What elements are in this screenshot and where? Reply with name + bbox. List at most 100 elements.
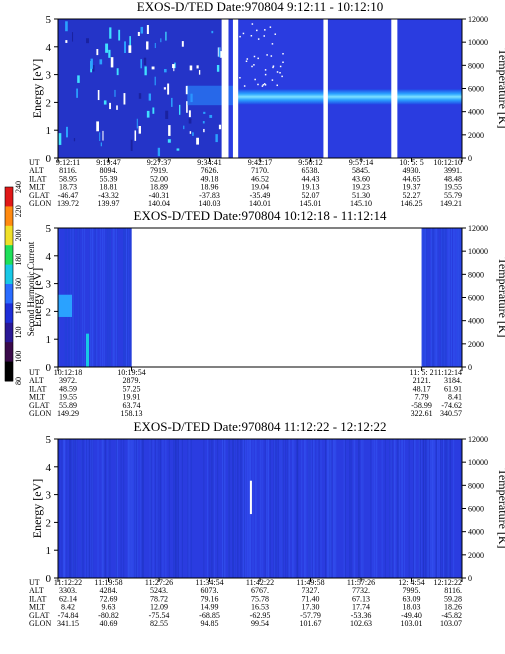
stripe-mark [152, 439, 154, 578]
stripe-mark [269, 439, 271, 578]
stripe-mark [114, 228, 116, 367]
stripe-mark [142, 439, 144, 578]
colorbar-frame [4, 186, 14, 382]
stripe-mark [439, 439, 441, 578]
stripe-mark [309, 439, 311, 578]
scatter-dot [253, 64, 255, 66]
scatter-dot [269, 26, 272, 28]
row-label-mlt: MLT [29, 183, 45, 192]
table-cell: 145.10 [350, 199, 372, 208]
stripe-mark [279, 439, 281, 578]
stripe-mark [375, 439, 377, 578]
stripe-mark [130, 228, 132, 367]
table-cell: 72.69 [100, 594, 118, 603]
table-cell: 16.53 [251, 603, 269, 612]
stripe-mark [277, 439, 279, 578]
stripe-mark [276, 439, 278, 578]
stripe-mark [133, 439, 135, 578]
ephemeris-table: UTALTILATMLTGLATGLON10:12:183972.48.5919… [29, 368, 462, 418]
table-cell: 6073. [201, 586, 219, 595]
streak-mark [171, 97, 173, 107]
stripe-mark [361, 439, 363, 578]
spectrogram-area [58, 19, 462, 158]
table-cell: 10:19:54 [117, 368, 145, 377]
y-axis-label: Energy [eV] [30, 59, 44, 118]
table-cell: -35.49 [250, 191, 271, 200]
table-cell: 2121. [413, 376, 431, 385]
y2-tick-label: 4000 [468, 528, 484, 537]
stripe-mark [188, 439, 190, 578]
stripe-mark [75, 439, 77, 578]
band-patch [58, 294, 72, 317]
stripe-mark [141, 439, 143, 578]
streak-mark [165, 110, 169, 120]
y2-tick-label: 6000 [468, 294, 484, 303]
stripe-mark [133, 439, 135, 578]
stripe-mark [72, 439, 74, 578]
table-cell: 102.63 [350, 619, 372, 628]
table-cell: 17.74 [352, 603, 370, 612]
stripe-mark [434, 228, 436, 367]
streak-mark [71, 32, 74, 42]
streak-mark [65, 40, 68, 43]
streak-mark [128, 45, 132, 53]
stripe-mark [73, 228, 75, 367]
scatter-dot [264, 29, 266, 31]
stripe-mark [259, 439, 261, 578]
scatter-dot [266, 54, 268, 56]
table-cell: 149.29 [57, 409, 79, 418]
table-cell: 4930. [403, 166, 421, 175]
scatter-dot [281, 75, 283, 78]
table-cell: 9.63 [102, 603, 116, 612]
stripe-mark [90, 228, 92, 367]
table-cell: 140.01 [249, 199, 271, 208]
scatter-dot [271, 43, 274, 45]
table-cell: 52.07 [302, 191, 320, 200]
stripe-mark [140, 439, 142, 578]
stripe-mark [156, 439, 158, 578]
stripe-mark [453, 439, 455, 578]
streak-mark [202, 121, 205, 124]
table-cell: -57.79 [300, 611, 321, 620]
stripe-mark [69, 439, 71, 578]
stripe-mark [229, 439, 231, 578]
stripe-mark [267, 439, 269, 578]
table-cell: 18.89 [150, 183, 168, 192]
stripe-mark [381, 439, 383, 578]
stripe-mark [105, 439, 107, 578]
stripe-mark [124, 228, 126, 367]
stripe-mark [397, 439, 399, 578]
stripe-mark [130, 439, 132, 578]
table-cell: 145.01 [300, 199, 322, 208]
stripe-mark [437, 439, 439, 578]
stripe-mark [120, 439, 122, 578]
y2-tick-label: 6000 [468, 505, 484, 514]
stripe-mark [223, 439, 225, 578]
streak-mark [181, 41, 184, 47]
y-tick-label: 3 [46, 70, 52, 82]
stripe-mark [447, 439, 449, 578]
table-cell: 4284. [100, 586, 118, 595]
stripe-mark [96, 228, 98, 367]
stripe-mark [89, 439, 91, 578]
stripe-mark [408, 439, 410, 578]
table-cell: -80.82 [98, 611, 119, 620]
stripe-mark [113, 228, 115, 367]
stripe-mark [61, 439, 63, 578]
stripe-mark [445, 228, 447, 367]
table-cell: 48.17 [413, 384, 431, 393]
stripe-mark [116, 228, 118, 367]
streak-mark [164, 69, 167, 73]
colorbar-tick: 120 [14, 327, 23, 339]
scatter-dot [242, 32, 245, 35]
table-cell: 7626. [201, 166, 219, 175]
stripe-mark [89, 228, 91, 367]
stripe-mark [441, 439, 443, 578]
table-cell: 18.96 [201, 183, 219, 192]
stripe-mark [179, 439, 181, 578]
stripe-mark [125, 228, 127, 367]
stripe-mark [293, 439, 295, 578]
table-cell: 139.72 [57, 199, 79, 208]
stripe-mark [87, 439, 89, 578]
stripe-mark [424, 439, 426, 578]
